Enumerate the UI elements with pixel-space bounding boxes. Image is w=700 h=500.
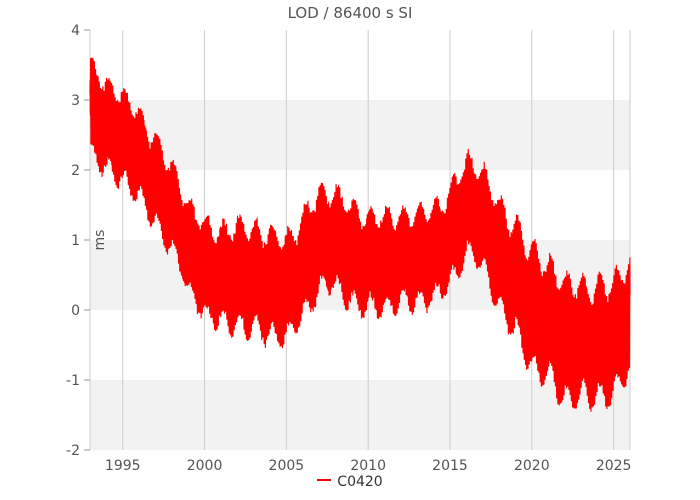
legend-swatch: [317, 479, 332, 481]
x-tick-label: 2005: [269, 458, 305, 474]
legend[interactable]: C0420: [0, 474, 700, 490]
background-band: [90, 100, 630, 170]
y-axis-ticks: -2 -1 0 1 2 3 4: [66, 23, 90, 459]
x-tick-label: 2020: [514, 458, 550, 474]
y-tick-label: 4: [71, 23, 80, 39]
y-tick-label: -2: [66, 443, 80, 459]
background-band: [90, 380, 630, 450]
series-line-C0420: [89, 57, 631, 412]
x-axis-ticks: 1995 2000 2005 2010 2015 2020 2025: [105, 458, 632, 474]
series-group: [89, 57, 631, 412]
y-axis-label: ms: [92, 230, 108, 251]
x-tick-label: 1995: [105, 458, 141, 474]
y-tick-label: -1: [66, 373, 80, 389]
x-tick-label: 2000: [187, 458, 223, 474]
y-tick-label: 1: [71, 233, 80, 249]
chart-title: LOD / 86400 s SI: [287, 4, 413, 22]
legend-label: C0420: [337, 474, 383, 490]
y-tick-label: 2: [71, 163, 80, 179]
y-tick-label: 0: [71, 303, 80, 319]
x-tick-label: 2010: [350, 458, 386, 474]
y-tick-label: 3: [71, 93, 80, 109]
x-tick-label: 2015: [432, 458, 468, 474]
x-tick-label: 2025: [596, 458, 632, 474]
